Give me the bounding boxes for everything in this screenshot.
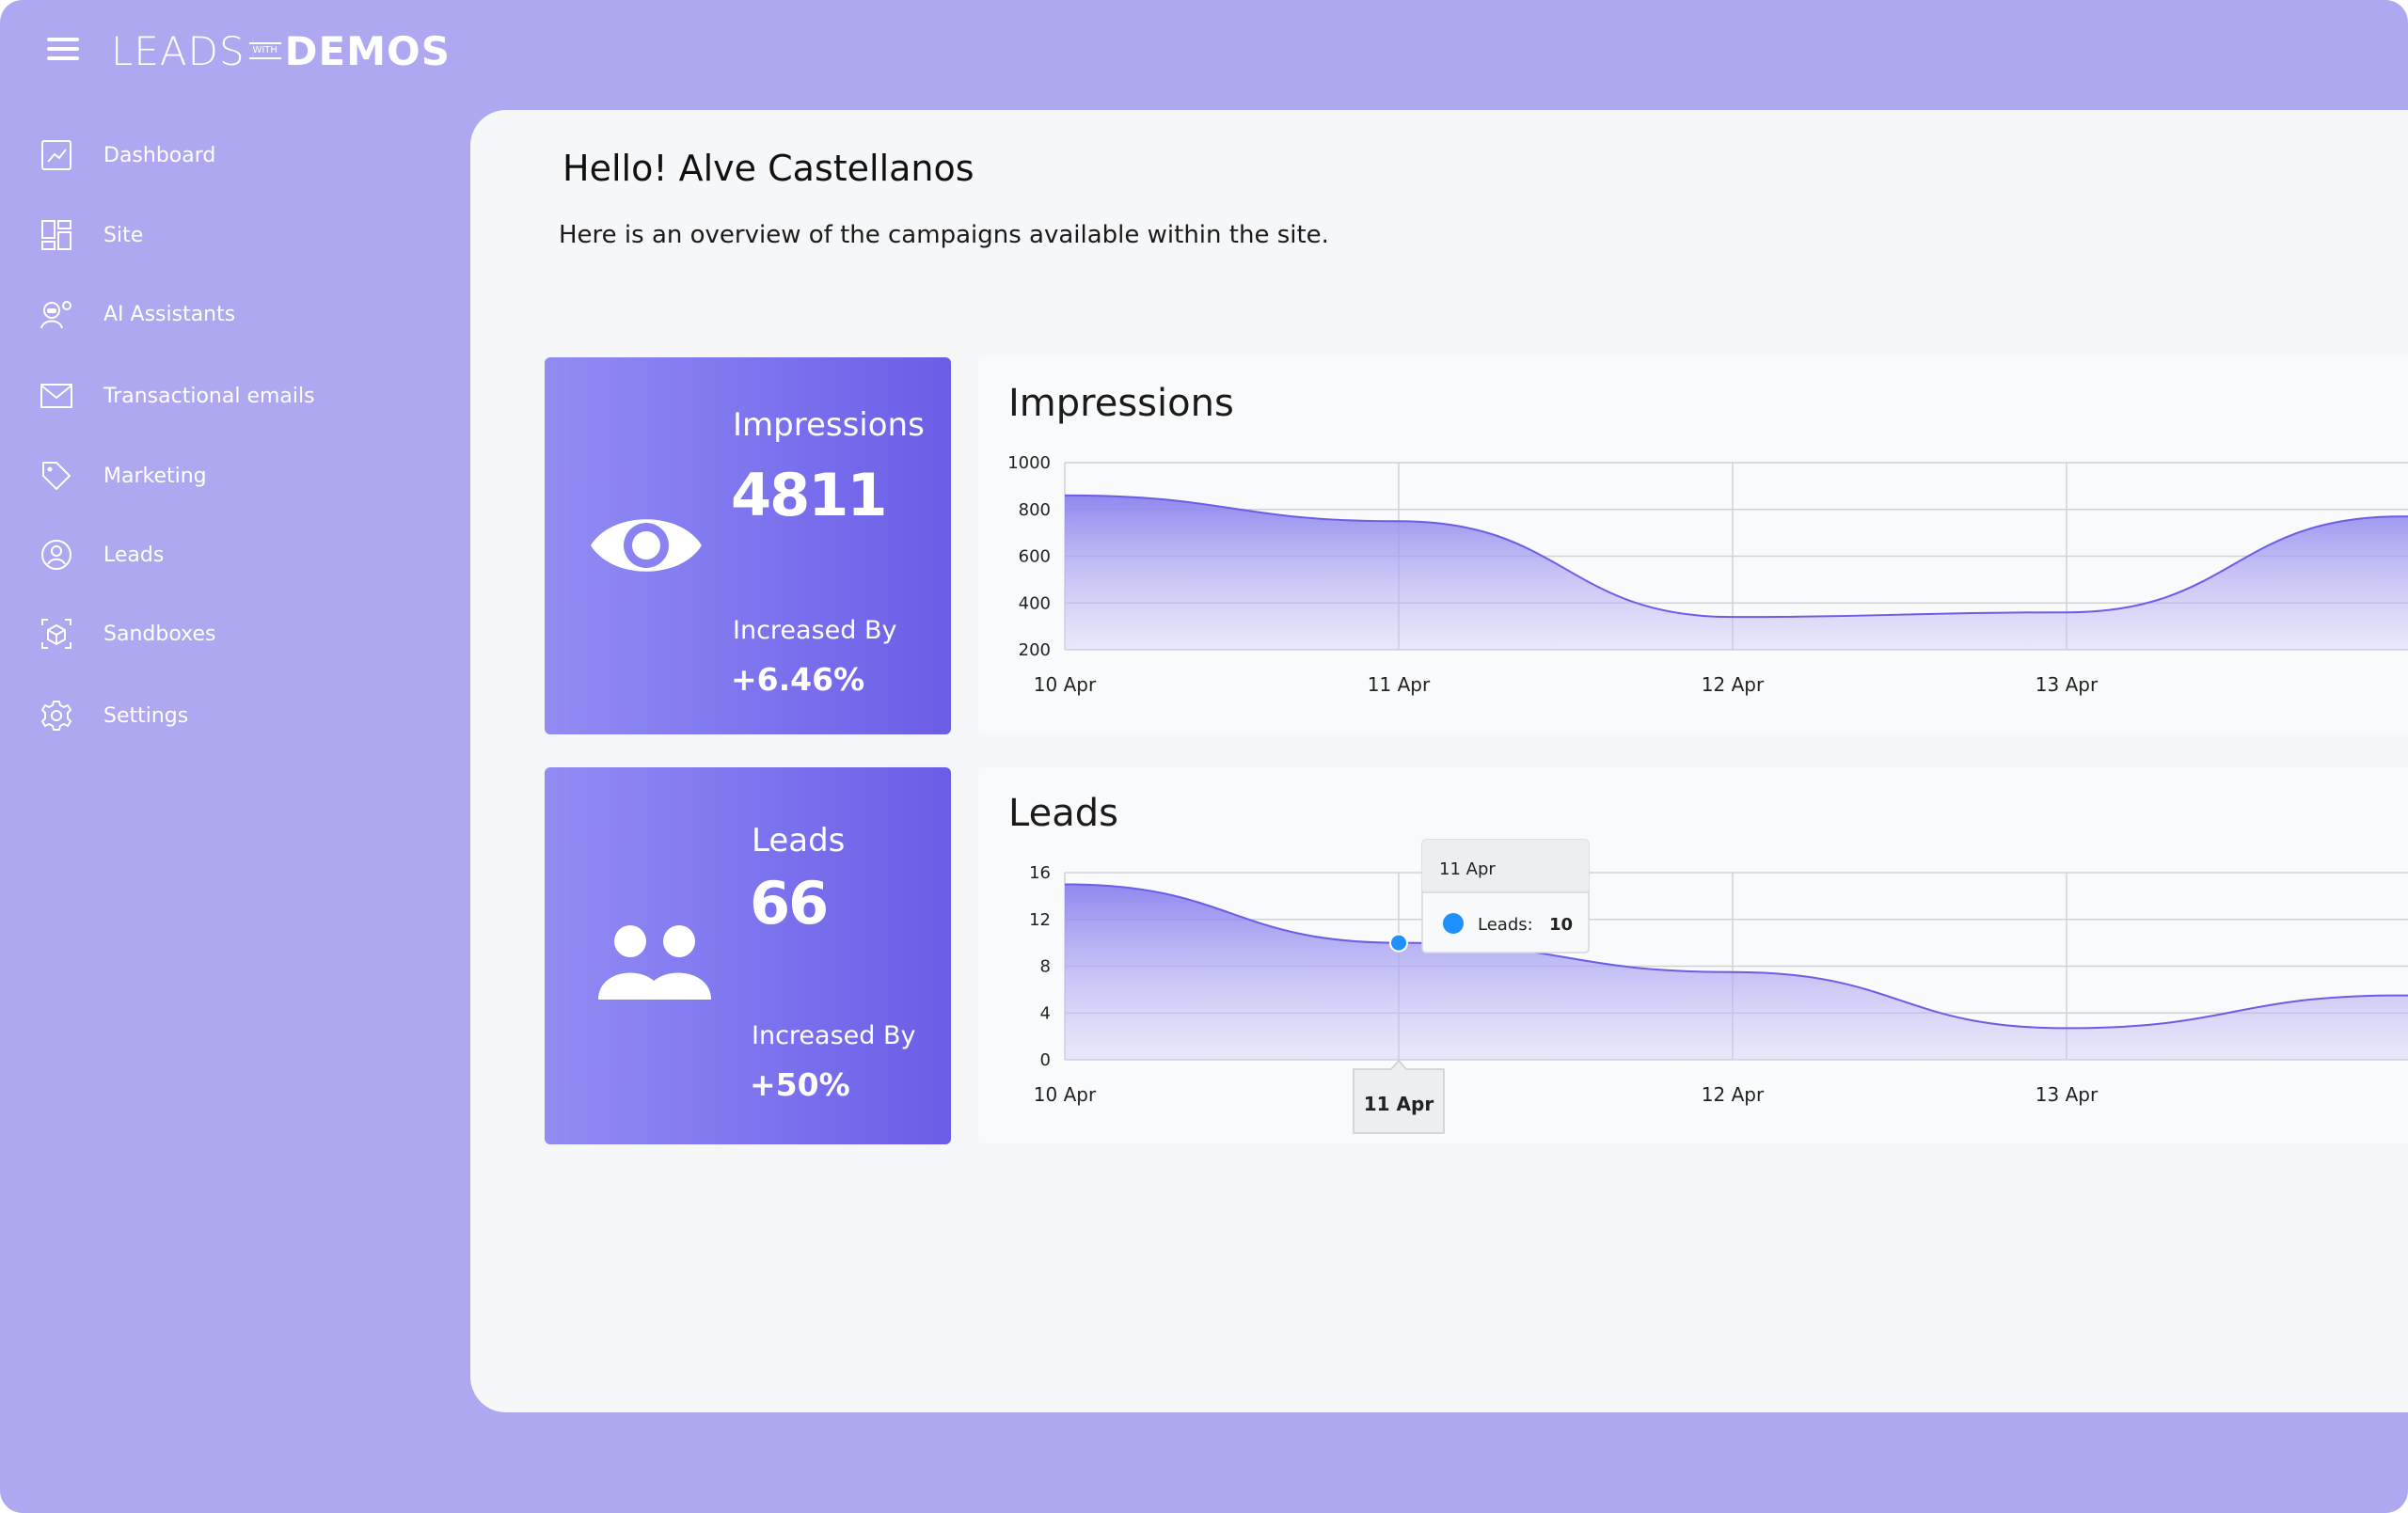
layout-grid-icon (38, 216, 75, 254)
sidebar-item-label: AI Assistants (103, 302, 236, 326)
y-tick-label: 400 (1019, 593, 1051, 613)
y-tick-label: 0 (1040, 1050, 1051, 1070)
series-area (1065, 884, 2408, 1060)
eye-icon (589, 503, 704, 591)
menu-icon[interactable] (47, 36, 83, 62)
leads-chart-title: Leads (1008, 792, 1118, 835)
leads-label: Leads (752, 822, 846, 859)
series-area (1065, 495, 2408, 650)
y-tick-label: 16 (1029, 863, 1051, 883)
tooltip-value: 10 (1549, 915, 1573, 935)
y-tick-label: 800 (1019, 500, 1051, 520)
impressions-label: Impressions (733, 406, 925, 444)
sidebar-item-label: Sandboxes (103, 622, 216, 646)
tooltip-marker[interactable] (1389, 933, 1408, 953)
logo-with: WITH (248, 40, 281, 61)
leads-value: 66 (750, 869, 829, 938)
impressions-card[interactable]: Impressions 4811 Increased By +6.46% (545, 357, 951, 734)
sidebar-item-transactional-emails[interactable]: Transactional emails (38, 372, 315, 419)
sidebar-item-label: Leads (103, 543, 165, 567)
y-tick-label: 1000 (1007, 453, 1051, 473)
cube-icon (38, 615, 75, 653)
impressions-chart-title: Impressions (1008, 382, 1234, 425)
gear-icon (38, 697, 75, 734)
sidebar-item-marketing[interactable]: Marketing (38, 452, 207, 499)
sidebar-item-ai-assistants[interactable]: AI Assistants (38, 291, 235, 338)
sidebar-item-dashboard[interactable]: Dashboard (38, 132, 215, 179)
sidebar-item-label: Site (103, 223, 144, 247)
assistant-icon (38, 295, 75, 333)
impressions-chart[interactable]: 200 400 600 800 1000 10 Apr 11 Apr 12 Apr 13 Apr… (978, 357, 2408, 733)
x-tick-label: 11 Apr (1368, 673, 1431, 696)
y-tick-label: 600 (1019, 547, 1051, 567)
sidebar-item-settings[interactable]: Settings (38, 692, 188, 739)
sidebar-item-label: Transactional emails (103, 384, 315, 408)
x-tick-label: 10 Apr (1034, 1083, 1097, 1106)
x-tick-label: 10 Apr (1034, 673, 1097, 696)
chart-trend-icon (38, 136, 75, 174)
x-axis-tooltip-label: 11 Apr (1364, 1093, 1434, 1115)
tag-icon (38, 457, 75, 495)
sidebar-item-sandboxes[interactable]: Sandboxes (38, 610, 215, 657)
y-tick-label: 8 (1040, 957, 1051, 977)
leads-increase-label: Increased By (752, 1021, 916, 1050)
sidebar-item-label: Settings (103, 703, 189, 728)
logo-text-left: LEADS (111, 27, 246, 74)
sidebar-item-site[interactable]: Site (38, 212, 143, 259)
series-line[interactable] (1064, 883, 2408, 1030)
user-circle-icon (38, 536, 75, 574)
x-tick-label: 13 Apr (2036, 1083, 2099, 1106)
y-tick-label: 4 (1040, 1003, 1051, 1023)
tooltip-date: 11 Apr (1439, 859, 1496, 879)
leads-card[interactable]: Leads 66 Increased By +50% (545, 767, 951, 1144)
envelope-icon (38, 377, 75, 415)
main-panel: Hello! Alve Castellanos Here is an overv… (470, 110, 2408, 1412)
x-tick-label: 12 Apr (1702, 673, 1765, 696)
x-tick-label: 12 Apr (1702, 1083, 1765, 1106)
impressions-chart-card: Impressions 200 400 600 800 1000 10 Apr 11 Apr… (978, 357, 2408, 733)
x-axis-tooltip: 11 Apr (1353, 1059, 1445, 1134)
page-subtitle: Here is an overview of the campaigns ava… (559, 221, 1329, 249)
y-tick-label: 12 (1029, 910, 1051, 930)
users-icon (596, 922, 713, 1007)
impressions-increase-value: +6.46% (731, 661, 865, 698)
y-tick-label: 200 (1019, 640, 1051, 660)
leads-increase-value: +50% (750, 1066, 850, 1103)
chart-tooltip: 11 Apr Leads: 10 (1421, 839, 1590, 954)
impressions-value: 4811 (731, 461, 888, 529)
sidebar-item-leads[interactable]: Leads (38, 531, 164, 578)
page-title: Hello! Alve Castellanos (562, 148, 974, 189)
sidebar-item-label: Dashboard (103, 143, 216, 167)
logo-with-text: WITH (252, 45, 277, 55)
logo-text-right: DEMOS (284, 27, 451, 74)
sidebar-item-label: Marketing (103, 464, 207, 488)
brand-logo[interactable]: LEADS WITH DEMOS (111, 23, 451, 79)
x-tick-label: 13 Apr (2036, 673, 2099, 696)
tooltip-series-label: Leads: (1478, 915, 1533, 935)
impressions-increase-label: Increased By (733, 616, 897, 645)
